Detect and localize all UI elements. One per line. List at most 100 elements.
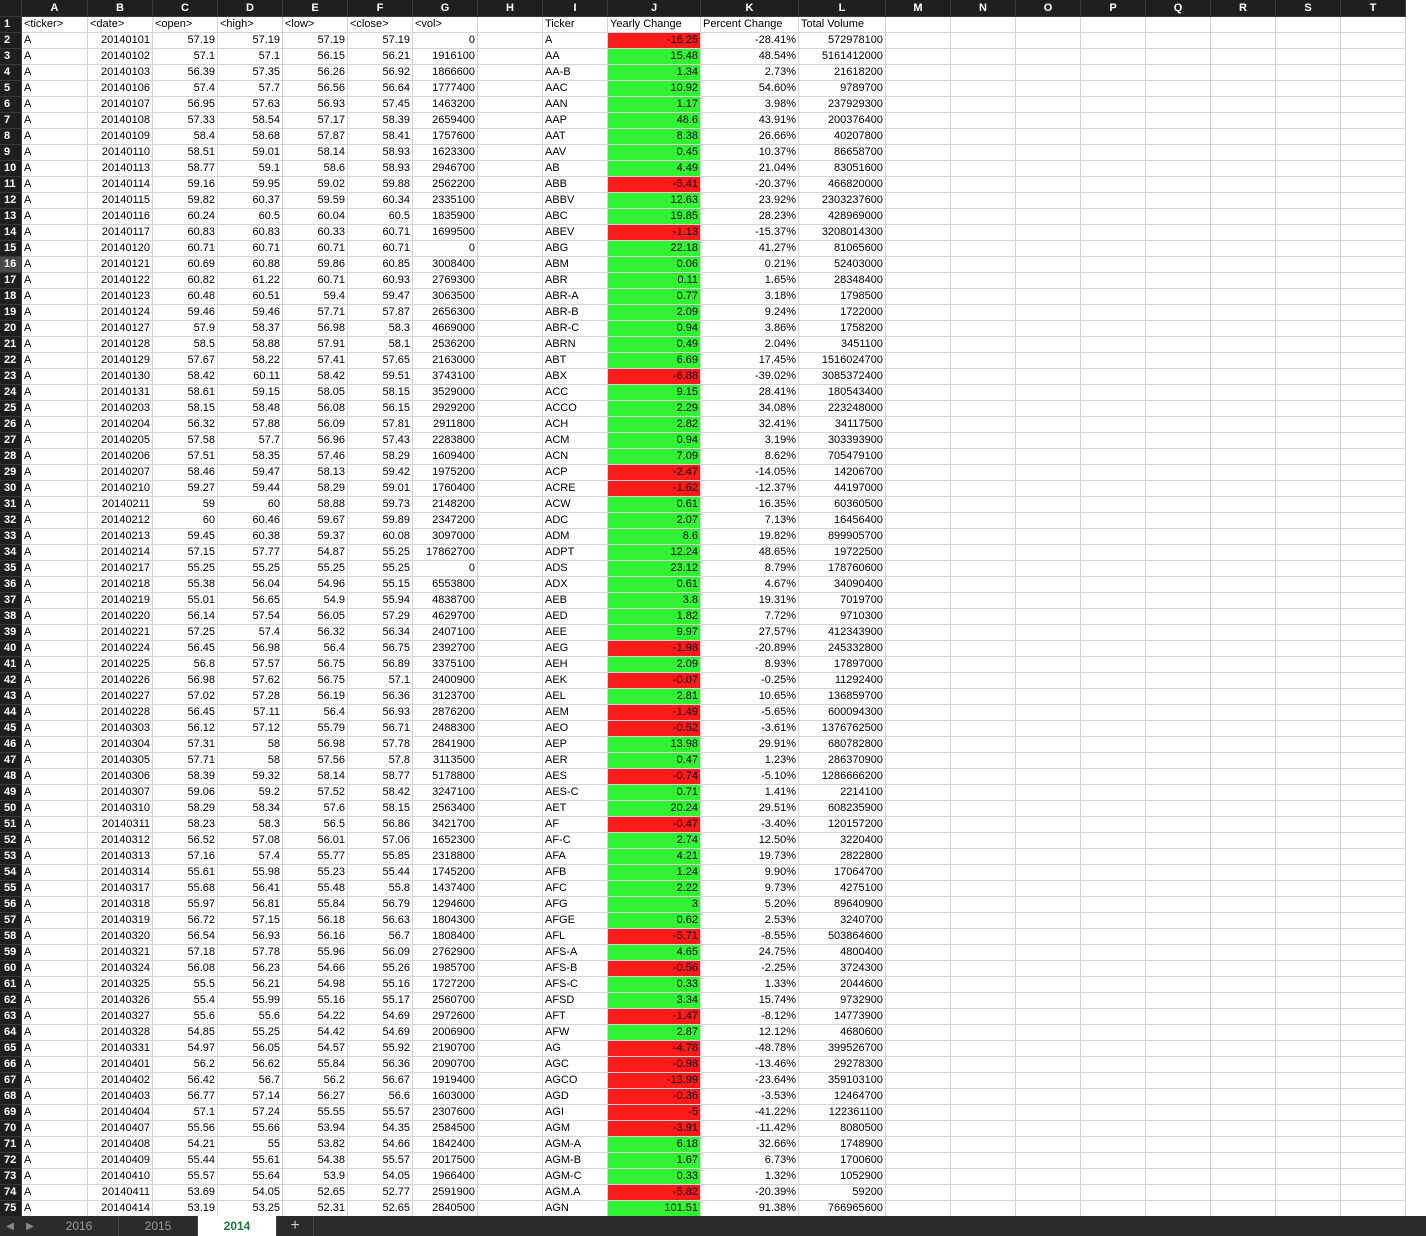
cell-c12[interactable]: 59.82 [153,193,218,209]
cell-m74[interactable] [886,1185,951,1201]
row-header-50[interactable]: 50 [0,801,22,817]
cell-j10[interactable]: 4.49 [608,161,701,177]
cell-b15[interactable]: 20140120 [88,241,153,257]
cell-k59[interactable]: 24.75% [701,945,799,961]
cell-f15[interactable]: 60.71 [348,241,413,257]
cell-j17[interactable]: 0.11 [608,273,701,289]
cell-g12[interactable]: 2335100 [413,193,478,209]
cell-c53[interactable]: 57.16 [153,849,218,865]
cell-r15[interactable] [1211,241,1276,257]
cell-a33[interactable]: A [22,529,88,545]
cell-e74[interactable]: 52.65 [283,1185,348,1201]
cell-s55[interactable] [1276,881,1341,897]
cell-o24[interactable] [1016,385,1081,401]
cell-g23[interactable]: 3743100 [413,369,478,385]
cell-i27[interactable]: ACM [543,433,608,449]
cell-g68[interactable]: 1603000 [413,1089,478,1105]
cell-o5[interactable] [1016,81,1081,97]
cell-q2[interactable] [1146,33,1211,49]
cell-q62[interactable] [1146,993,1211,1009]
cell-h48[interactable] [478,769,543,785]
column-header-n[interactable]: N [951,0,1016,17]
cell-h53[interactable] [478,849,543,865]
cell-a43[interactable]: A [22,689,88,705]
cell-j51[interactable]: -0.47 [608,817,701,833]
cell-h26[interactable] [478,417,543,433]
cell-f18[interactable]: 59.47 [348,289,413,305]
cell-k63[interactable]: -8.12% [701,1009,799,1025]
cell-r4[interactable] [1211,65,1276,81]
cell-d6[interactable]: 57.63 [218,97,283,113]
cell-t75[interactable] [1341,1201,1406,1216]
cell-i18[interactable]: ABR-A [543,289,608,305]
cell-j24[interactable]: 9.15 [608,385,701,401]
cell-k48[interactable]: -5.10% [701,769,799,785]
cell-r54[interactable] [1211,865,1276,881]
cell-o70[interactable] [1016,1121,1081,1137]
cell-e5[interactable]: 56.56 [283,81,348,97]
row-header-11[interactable]: 11 [0,177,22,193]
cell-t2[interactable] [1341,33,1406,49]
cell-l3[interactable]: 5161412000 [799,49,886,65]
cell-o28[interactable] [1016,449,1081,465]
cell-e6[interactable]: 56.93 [283,97,348,113]
cell-q55[interactable] [1146,881,1211,897]
cell-n68[interactable] [951,1089,1016,1105]
cell-g31[interactable]: 2148200 [413,497,478,513]
cell-e4[interactable]: 56.26 [283,65,348,81]
cell-o49[interactable] [1016,785,1081,801]
cell-s3[interactable] [1276,49,1341,65]
cell-h73[interactable] [478,1169,543,1185]
column-header-f[interactable]: F [348,0,413,17]
cell-r44[interactable] [1211,705,1276,721]
cell-f71[interactable]: 54.66 [348,1137,413,1153]
cell-d53[interactable]: 57.4 [218,849,283,865]
cell-p28[interactable] [1081,449,1146,465]
cell-j55[interactable]: 2.22 [608,881,701,897]
cell-s50[interactable] [1276,801,1341,817]
cell-p54[interactable] [1081,865,1146,881]
cell-i20[interactable]: ABR-C [543,321,608,337]
cell-n70[interactable] [951,1121,1016,1137]
cell-h49[interactable] [478,785,543,801]
cell-m6[interactable] [886,97,951,113]
cell-k60[interactable]: -2.25% [701,961,799,977]
cell-s53[interactable] [1276,849,1341,865]
cell-o4[interactable] [1016,65,1081,81]
cell-t29[interactable] [1341,465,1406,481]
cell-k57[interactable]: 2.53% [701,913,799,929]
cell-s37[interactable] [1276,593,1341,609]
cell-a75[interactable]: A [22,1201,88,1216]
cell-c68[interactable]: 56.77 [153,1089,218,1105]
cell-r11[interactable] [1211,177,1276,193]
cell-e44[interactable]: 56.4 [283,705,348,721]
cell-b50[interactable]: 20140310 [88,801,153,817]
cell-n24[interactable] [951,385,1016,401]
cell-m23[interactable] [886,369,951,385]
cell-t55[interactable] [1341,881,1406,897]
cell-h5[interactable] [478,81,543,97]
cell-b46[interactable]: 20140304 [88,737,153,753]
cell-s57[interactable] [1276,913,1341,929]
cell-c26[interactable]: 56.32 [153,417,218,433]
cell-r53[interactable] [1211,849,1276,865]
cell-d8[interactable]: 58.68 [218,129,283,145]
cell-t50[interactable] [1341,801,1406,817]
cell-t69[interactable] [1341,1105,1406,1121]
cell-o45[interactable] [1016,721,1081,737]
cell-p71[interactable] [1081,1137,1146,1153]
cell-e9[interactable]: 58.14 [283,145,348,161]
cell-d49[interactable]: 59.2 [218,785,283,801]
cell-d39[interactable]: 57.4 [218,625,283,641]
cell-c56[interactable]: 55.97 [153,897,218,913]
cell-f25[interactable]: 56.15 [348,401,413,417]
cell-p19[interactable] [1081,305,1146,321]
cell-a24[interactable]: A [22,385,88,401]
cell-f54[interactable]: 55.44 [348,865,413,881]
cell-h18[interactable] [478,289,543,305]
cell-i59[interactable]: AFS-A [543,945,608,961]
cell-j53[interactable]: 4.21 [608,849,701,865]
cell-a60[interactable]: A [22,961,88,977]
cell-t64[interactable] [1341,1025,1406,1041]
cell-k62[interactable]: 15.74% [701,993,799,1009]
